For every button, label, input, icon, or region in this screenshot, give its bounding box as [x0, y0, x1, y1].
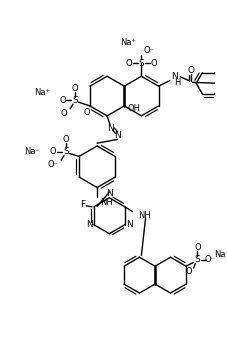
Text: S: S	[194, 255, 199, 264]
Text: O: O	[84, 108, 90, 117]
Text: S: S	[63, 147, 69, 156]
Text: O⁻: O⁻	[203, 255, 214, 264]
Text: N: N	[114, 131, 120, 140]
Text: O: O	[184, 267, 191, 276]
Text: O: O	[49, 147, 56, 156]
Text: O⁻: O⁻	[143, 46, 154, 55]
Text: O: O	[150, 59, 156, 68]
Text: O: O	[59, 96, 66, 105]
Text: S: S	[72, 96, 77, 105]
Text: O⁻: O⁻	[47, 160, 58, 169]
Text: Na⁺: Na⁺	[213, 250, 227, 260]
Text: N: N	[126, 220, 132, 229]
Text: O: O	[60, 109, 67, 118]
Text: Na⁻: Na⁻	[24, 147, 39, 156]
Text: O: O	[62, 135, 69, 144]
Text: N: N	[106, 189, 112, 198]
Text: Na⁺: Na⁺	[34, 88, 50, 97]
Text: OH: OH	[127, 104, 140, 113]
Text: O: O	[193, 243, 200, 252]
Text: S: S	[138, 59, 144, 68]
Text: N: N	[107, 124, 114, 132]
Text: H: H	[173, 78, 180, 87]
Text: NH: NH	[137, 211, 150, 220]
Text: NH: NH	[99, 198, 112, 207]
Text: O: O	[71, 83, 78, 93]
Text: O: O	[125, 59, 132, 68]
Text: F: F	[80, 200, 85, 209]
Text: N: N	[170, 72, 177, 81]
Text: N: N	[85, 220, 92, 229]
Text: O: O	[186, 66, 193, 74]
Text: Na⁺: Na⁺	[119, 38, 135, 47]
